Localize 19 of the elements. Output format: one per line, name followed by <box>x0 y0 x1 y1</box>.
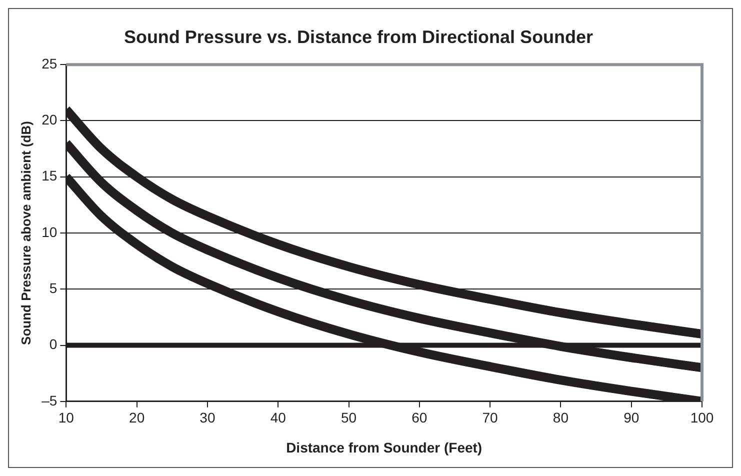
chart-title: Sound Pressure vs. Distance from Directional Sounder <box>124 26 594 47</box>
x-tick-label: 70 <box>482 410 498 426</box>
x-tick-label: 90 <box>624 410 640 426</box>
x-tick-label: 50 <box>340 410 357 426</box>
y-tick-label: 25 <box>42 55 58 72</box>
x-tick-label: 80 <box>552 410 569 426</box>
y-tick-label: 0 <box>49 336 58 352</box>
y-tick-label: 10 <box>42 224 58 240</box>
y-tick-label: 20 <box>42 112 58 128</box>
y-tick-label: 15 <box>42 168 58 184</box>
x-tick-label: 60 <box>412 410 428 426</box>
x-axis-title: Distance from Sounder (Feet) <box>286 439 482 456</box>
x-tick-label: 20 <box>129 410 145 426</box>
x-tick-label: 40 <box>270 410 286 426</box>
y-tick-label: 5 <box>49 280 58 296</box>
x-tick-label: 30 <box>200 410 216 426</box>
y-tick-label: –5 <box>42 392 58 408</box>
x-tick-label: 100 <box>690 410 714 426</box>
y-axis-title: Sound Pressure above ambient (dB) <box>18 121 34 345</box>
